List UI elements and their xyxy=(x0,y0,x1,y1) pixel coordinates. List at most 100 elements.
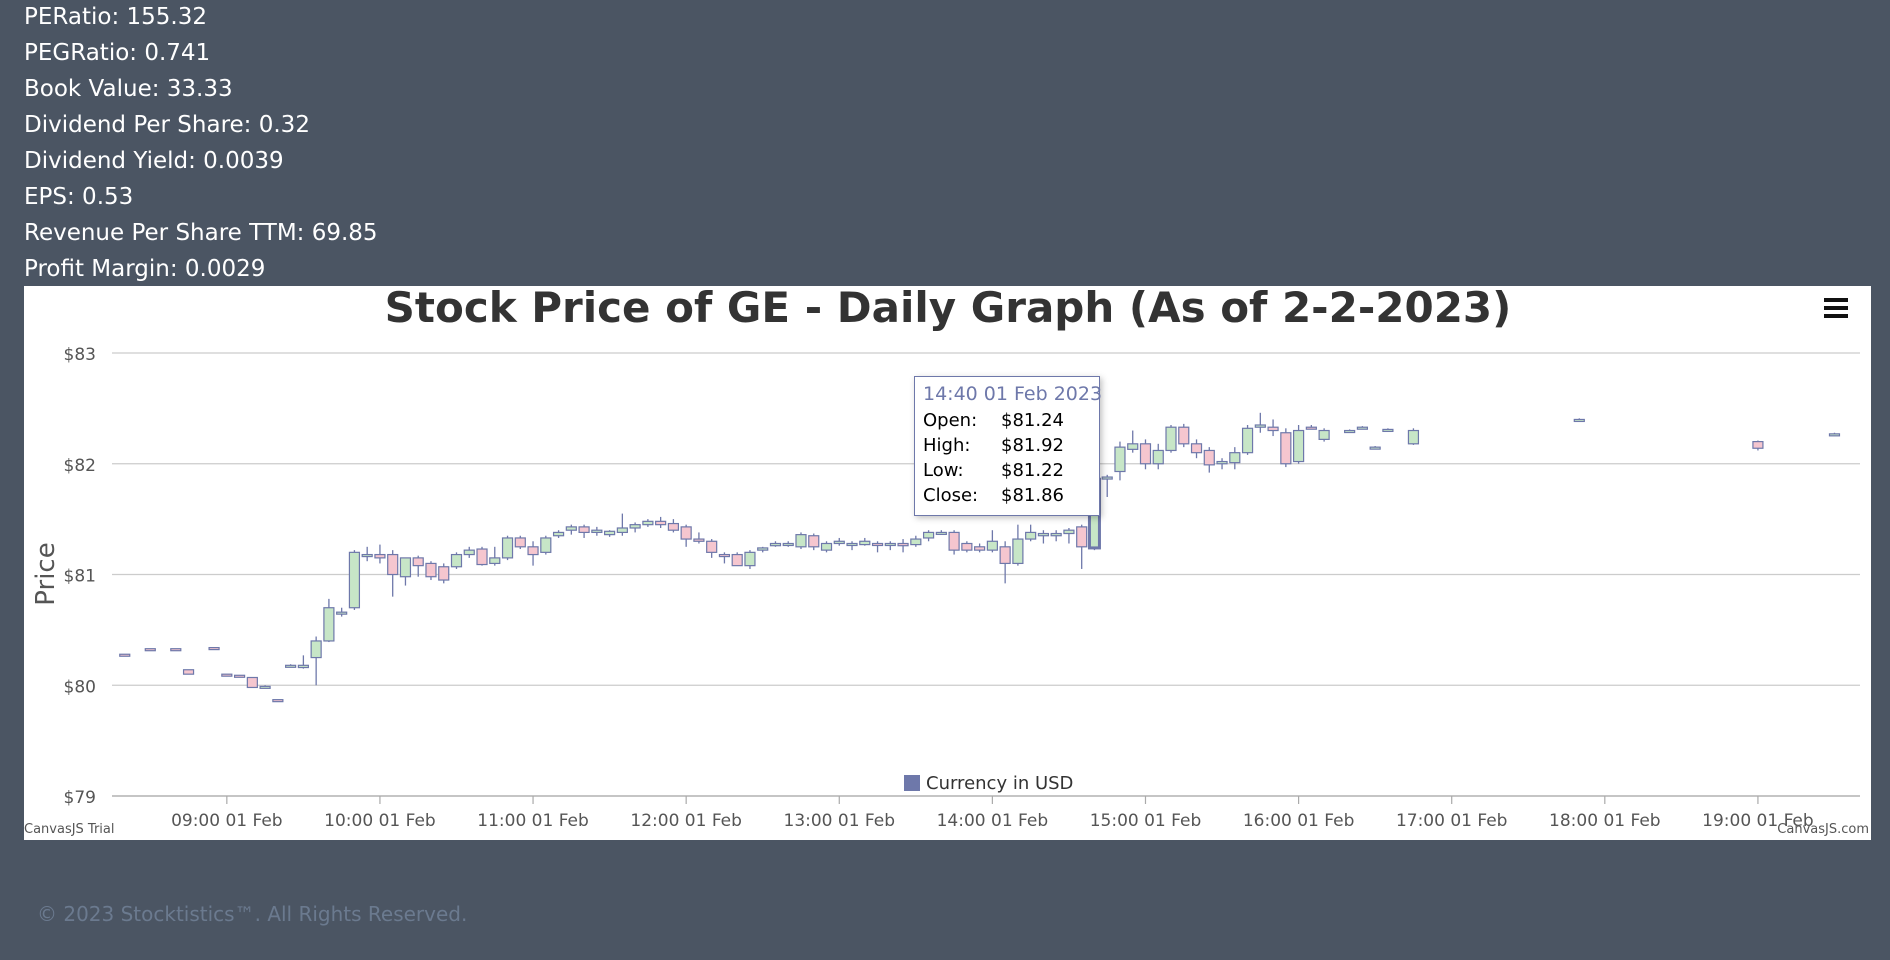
legend[interactable]: Currency in USD xyxy=(904,773,1073,794)
candle[interactable] xyxy=(272,699,284,703)
candle[interactable] xyxy=(552,530,565,538)
credit-left[interactable]: CanvasJS Trial xyxy=(24,822,115,837)
candle[interactable] xyxy=(974,543,986,553)
candle[interactable] xyxy=(233,674,246,678)
candle[interactable] xyxy=(1127,430,1139,453)
candle[interactable] xyxy=(310,636,322,686)
candle[interactable] xyxy=(425,561,437,581)
candle[interactable] xyxy=(591,526,603,536)
candle[interactable] xyxy=(795,532,807,550)
candle[interactable] xyxy=(820,541,833,553)
candle[interactable] xyxy=(387,550,399,597)
candle[interactable] xyxy=(693,532,705,544)
candle[interactable] xyxy=(182,669,195,675)
candle[interactable] xyxy=(680,524,692,547)
candle[interactable] xyxy=(706,539,718,558)
candle[interactable] xyxy=(808,533,820,551)
candle[interactable] xyxy=(221,673,233,677)
candle[interactable] xyxy=(1356,426,1368,430)
candle[interactable] xyxy=(170,648,182,652)
candle[interactable] xyxy=(1267,419,1279,437)
candle[interactable] xyxy=(731,552,743,567)
candle[interactable] xyxy=(1050,530,1062,542)
candle[interactable] xyxy=(910,535,922,547)
candle[interactable] xyxy=(450,552,463,569)
candle[interactable] xyxy=(948,530,960,555)
candle[interactable] xyxy=(884,541,896,551)
candlestick-chart[interactable]: Stock Price of GE - Daily Graph (As of 2… xyxy=(24,286,1871,840)
candle[interactable] xyxy=(1203,447,1215,473)
candle[interactable] xyxy=(1305,424,1317,430)
candle[interactable] xyxy=(846,541,858,551)
candle[interactable] xyxy=(501,535,514,561)
candle[interactable] xyxy=(1216,458,1228,470)
candle[interactable] xyxy=(259,685,271,689)
candle[interactable] xyxy=(629,522,641,533)
candle[interactable] xyxy=(1076,524,1088,569)
candle[interactable] xyxy=(374,544,386,564)
candle[interactable] xyxy=(1254,412,1266,433)
candle[interactable] xyxy=(399,557,412,586)
candle[interactable] xyxy=(297,655,309,669)
candle[interactable] xyxy=(782,541,794,547)
candle[interactable] xyxy=(1407,428,1420,445)
candle[interactable] xyxy=(961,541,973,553)
candle[interactable] xyxy=(667,519,680,533)
candle[interactable] xyxy=(986,530,998,553)
candle[interactable] xyxy=(1025,524,1037,542)
candle[interactable] xyxy=(1165,424,1177,453)
candle[interactable] xyxy=(565,524,577,535)
candle[interactable] xyxy=(527,541,539,566)
candle[interactable] xyxy=(642,519,654,527)
candle[interactable] xyxy=(1292,424,1305,464)
candle[interactable] xyxy=(476,546,488,566)
candle[interactable] xyxy=(285,664,297,668)
candle[interactable] xyxy=(208,646,220,651)
hamburger-menu-icon[interactable] xyxy=(1821,292,1853,328)
candle[interactable] xyxy=(871,541,884,553)
candle[interactable] xyxy=(1114,441,1126,481)
candle[interactable] xyxy=(922,530,935,542)
candle[interactable] xyxy=(1369,446,1381,450)
candle[interactable] xyxy=(655,516,667,528)
candle[interactable] xyxy=(1139,439,1152,470)
candle[interactable] xyxy=(1152,443,1164,470)
candle[interactable] xyxy=(1241,424,1254,455)
candle[interactable] xyxy=(1037,530,1050,544)
candle[interactable] xyxy=(361,546,373,562)
candle[interactable] xyxy=(1382,428,1394,433)
candle[interactable] xyxy=(604,530,616,537)
candle[interactable] xyxy=(463,546,475,558)
candle[interactable] xyxy=(1063,527,1075,544)
candle[interactable] xyxy=(144,648,156,652)
candle[interactable] xyxy=(489,546,501,566)
candle[interactable] xyxy=(438,563,450,584)
candle[interactable] xyxy=(514,535,526,550)
candle[interactable] xyxy=(833,537,845,546)
candle[interactable] xyxy=(616,513,628,536)
candle[interactable] xyxy=(744,550,756,569)
candle[interactable] xyxy=(246,676,258,689)
candle[interactable] xyxy=(757,546,769,553)
candle[interactable] xyxy=(412,555,424,577)
candle[interactable] xyxy=(578,524,590,538)
candle[interactable] xyxy=(1190,439,1203,459)
candle[interactable] xyxy=(935,530,947,536)
candle[interactable] xyxy=(1229,447,1241,470)
candle[interactable] xyxy=(1828,432,1841,437)
candle[interactable] xyxy=(1101,474,1113,497)
candle[interactable] xyxy=(336,607,348,617)
credit-right[interactable]: CanvasJS.com xyxy=(1777,822,1869,837)
candle[interactable] xyxy=(119,653,131,657)
candle[interactable] xyxy=(1178,423,1190,448)
candle[interactable] xyxy=(1573,418,1585,423)
candle[interactable] xyxy=(1012,524,1024,566)
candle[interactable] xyxy=(348,550,361,610)
candle[interactable] xyxy=(769,541,782,547)
candle[interactable] xyxy=(999,541,1011,584)
candle[interactable] xyxy=(1280,428,1292,468)
candle[interactable] xyxy=(859,537,871,546)
candle[interactable] xyxy=(323,598,335,643)
candle[interactable] xyxy=(1752,440,1764,451)
candle[interactable] xyxy=(1344,429,1356,434)
